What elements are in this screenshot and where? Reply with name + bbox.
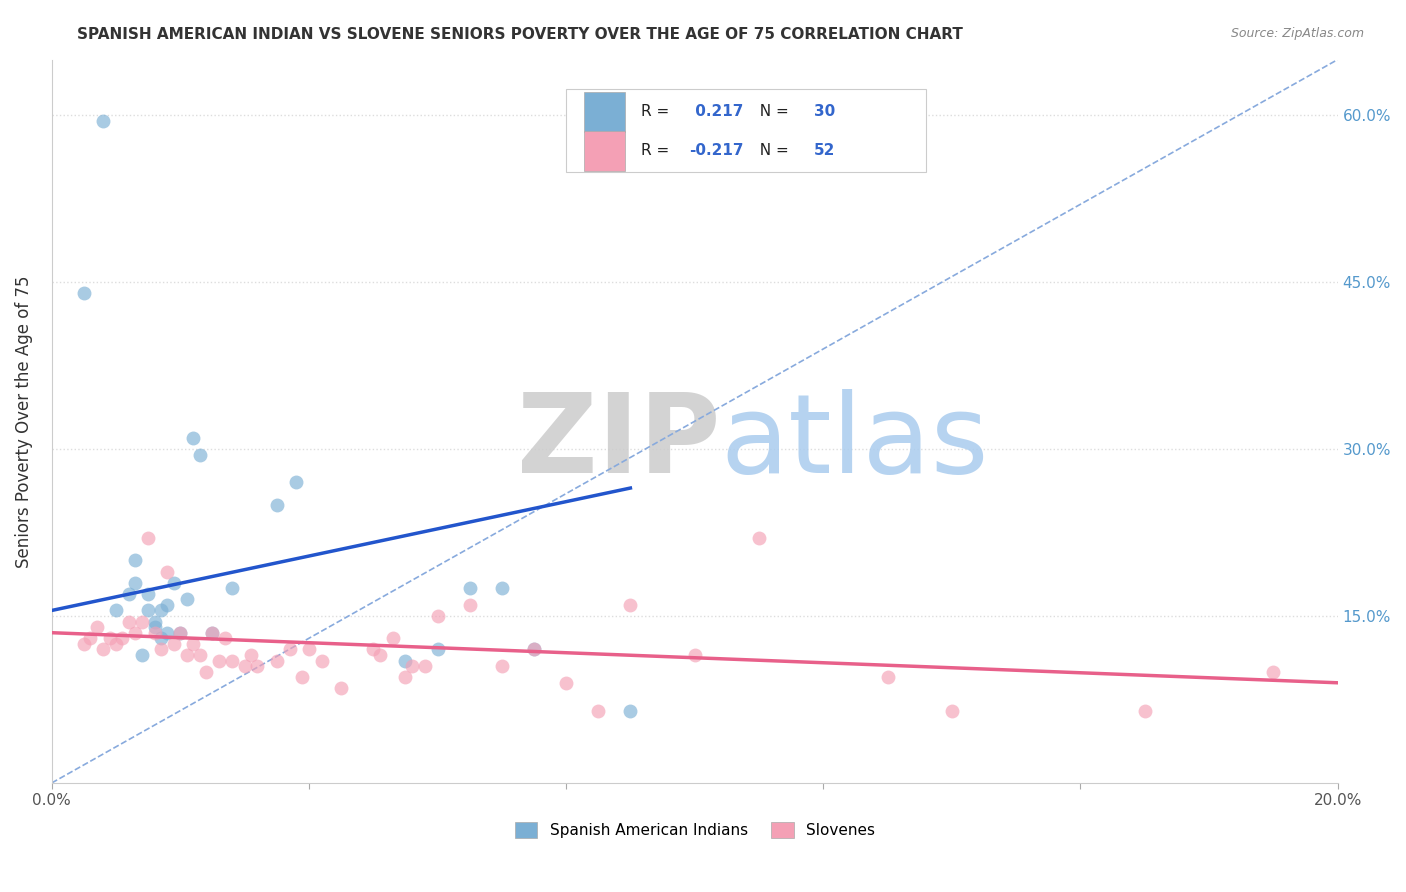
Point xyxy=(619,704,641,718)
Text: SPANISH AMERICAN INDIAN VS SLOVENE SENIORS POVERTY OVER THE AGE OF 75 CORRELATIO: SPANISH AMERICAN INDIAN VS SLOVENE SENIO… xyxy=(77,27,963,42)
Point xyxy=(195,665,218,679)
Point xyxy=(523,642,546,657)
Point xyxy=(246,659,269,673)
Point xyxy=(361,642,384,657)
Point xyxy=(555,675,578,690)
Point xyxy=(748,531,770,545)
Point xyxy=(458,581,481,595)
Point xyxy=(266,498,288,512)
Point xyxy=(401,659,423,673)
Point xyxy=(298,642,321,657)
Point xyxy=(426,609,449,624)
Point xyxy=(330,681,353,696)
Text: R =: R = xyxy=(641,104,673,120)
Point xyxy=(381,632,404,646)
Point xyxy=(105,603,128,617)
Bar xyxy=(583,131,626,170)
Text: 52: 52 xyxy=(814,144,835,159)
Point xyxy=(98,632,121,646)
Point xyxy=(169,625,191,640)
Text: Source: ZipAtlas.com: Source: ZipAtlas.com xyxy=(1230,27,1364,40)
Point xyxy=(523,642,546,657)
Point xyxy=(131,648,153,662)
Text: ZIP: ZIP xyxy=(517,390,720,497)
Point xyxy=(278,642,301,657)
Point xyxy=(368,648,391,662)
Point xyxy=(208,654,231,668)
Text: 30: 30 xyxy=(814,104,835,120)
Point xyxy=(176,648,198,662)
Point xyxy=(285,475,308,490)
Point xyxy=(156,598,179,612)
Point xyxy=(105,637,128,651)
Point xyxy=(311,654,333,668)
Point xyxy=(124,575,146,590)
Point xyxy=(1263,665,1285,679)
Point xyxy=(221,581,243,595)
Point xyxy=(124,625,146,640)
Point xyxy=(131,615,153,629)
Point xyxy=(86,620,108,634)
Point xyxy=(586,704,609,718)
Text: N =: N = xyxy=(749,104,793,120)
Legend: Spanish American Indians, Slovenes: Spanish American Indians, Slovenes xyxy=(509,816,882,845)
Point xyxy=(150,642,173,657)
Point xyxy=(79,632,101,646)
Point xyxy=(143,620,166,634)
Bar xyxy=(567,88,927,172)
Point xyxy=(876,670,898,684)
Point xyxy=(118,587,141,601)
Point xyxy=(941,704,963,718)
Point xyxy=(394,654,416,668)
Point xyxy=(188,448,211,462)
Point xyxy=(221,654,243,668)
Point xyxy=(73,637,96,651)
Point xyxy=(163,637,186,651)
Point xyxy=(214,632,236,646)
Point xyxy=(394,670,416,684)
Point xyxy=(111,632,134,646)
Point xyxy=(156,565,179,579)
Point xyxy=(683,648,706,662)
Text: R =: R = xyxy=(641,144,673,159)
Point xyxy=(136,587,159,601)
Point xyxy=(240,648,263,662)
Point xyxy=(491,659,513,673)
Point xyxy=(169,625,191,640)
Point xyxy=(150,632,173,646)
Text: N =: N = xyxy=(749,144,793,159)
Point xyxy=(136,531,159,545)
Text: atlas: atlas xyxy=(720,390,988,497)
Point xyxy=(233,659,256,673)
Point xyxy=(176,592,198,607)
Point xyxy=(136,603,159,617)
Point xyxy=(458,598,481,612)
Point xyxy=(201,625,224,640)
Point xyxy=(143,625,166,640)
Point xyxy=(181,637,204,651)
Bar xyxy=(583,92,626,132)
Point xyxy=(291,670,314,684)
Point xyxy=(201,625,224,640)
Point xyxy=(163,575,186,590)
Point xyxy=(124,553,146,567)
Point xyxy=(1133,704,1156,718)
Point xyxy=(426,642,449,657)
Point xyxy=(491,581,513,595)
Point xyxy=(156,625,179,640)
Point xyxy=(150,603,173,617)
Text: -0.217: -0.217 xyxy=(689,144,744,159)
Point xyxy=(91,113,114,128)
Point xyxy=(91,642,114,657)
Text: 0.217: 0.217 xyxy=(689,104,742,120)
Y-axis label: Seniors Poverty Over the Age of 75: Seniors Poverty Over the Age of 75 xyxy=(15,275,32,567)
Point xyxy=(413,659,436,673)
Point xyxy=(188,648,211,662)
Point xyxy=(118,615,141,629)
Point xyxy=(73,286,96,301)
Point xyxy=(181,431,204,445)
Point xyxy=(266,654,288,668)
Point xyxy=(619,598,641,612)
Point xyxy=(143,615,166,629)
